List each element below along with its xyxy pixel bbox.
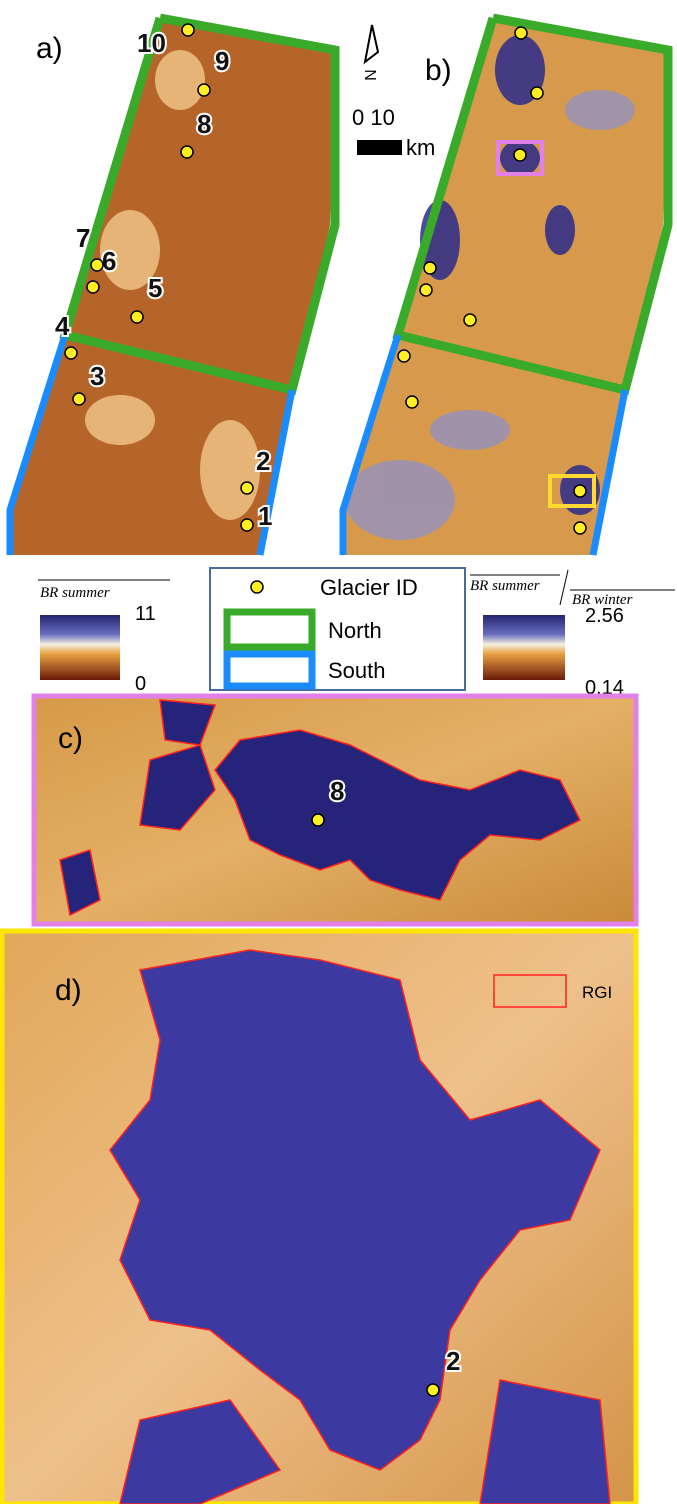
glacier-id: 10 [137, 28, 166, 58]
glacier-id: 7 [76, 223, 90, 253]
glacier-marker [91, 259, 103, 271]
panel-label: c) [58, 722, 83, 755]
ratio-numerator: BR summer [470, 578, 540, 594]
glacier-id: 2 [446, 1346, 460, 1376]
glacier-id: 8 [197, 109, 211, 139]
panel-label: d) [55, 974, 82, 1007]
rgi-label: RGI [582, 983, 612, 1002]
glacier-marker [65, 347, 77, 359]
colorbar-title: BR summer [40, 585, 110, 601]
glacier-marker [181, 146, 193, 158]
glacier-id: 4 [55, 311, 70, 341]
glacier-marker [427, 1384, 439, 1396]
glacier-marker [464, 314, 476, 326]
legend-dot [251, 581, 263, 593]
colorbar-max: 2.56 [585, 605, 624, 627]
glacier-id: 2 [256, 446, 270, 476]
glacier-id: 6 [102, 246, 116, 276]
glacier-id: 5 [148, 273, 162, 303]
glacier-marker [182, 24, 194, 36]
glacier-marker [241, 519, 253, 531]
scale-label: 0 10 [352, 105, 395, 130]
scale-unit: km [406, 135, 435, 160]
glacier-marker [424, 262, 436, 274]
glacier-id: 8 [330, 776, 344, 806]
colorbar-max: 11 [135, 603, 156, 625]
glacier-marker [131, 311, 143, 323]
glacier-id: 3 [90, 361, 104, 391]
ratio-slash [560, 570, 568, 605]
legend-label: North [328, 618, 382, 643]
scale-bar [357, 140, 402, 155]
panel-label: b) [425, 54, 452, 87]
legend-label: South [328, 658, 386, 683]
north-arrow [365, 25, 378, 62]
colorbar-min: 0 [135, 673, 146, 695]
glacier-marker [398, 350, 410, 362]
glacier-marker [574, 485, 586, 497]
colorbar-summer [40, 615, 120, 680]
glacier-marker [515, 27, 527, 39]
colorbar-ratio [483, 615, 565, 680]
figure: a) b) N 0 10 km 1 2 34 5 67 8 9 10 BR summer 11… [0, 0, 677, 1504]
glacier-id: 9 [215, 46, 229, 76]
glacier-marker [531, 87, 543, 99]
legend-label: Glacier ID [320, 575, 418, 600]
glacier-marker [406, 396, 418, 408]
glacier-marker [198, 84, 210, 96]
glacier-marker [574, 522, 586, 534]
glacier-marker [420, 284, 432, 296]
glacier-marker [73, 393, 85, 405]
glacier-marker [241, 482, 253, 494]
glacier-marker [312, 814, 324, 826]
glacier-marker [87, 281, 99, 293]
glacier-marker [514, 149, 526, 161]
glacier-id: 1 [258, 501, 272, 531]
panel-label: a) [36, 32, 63, 65]
north-label: N [361, 69, 378, 81]
